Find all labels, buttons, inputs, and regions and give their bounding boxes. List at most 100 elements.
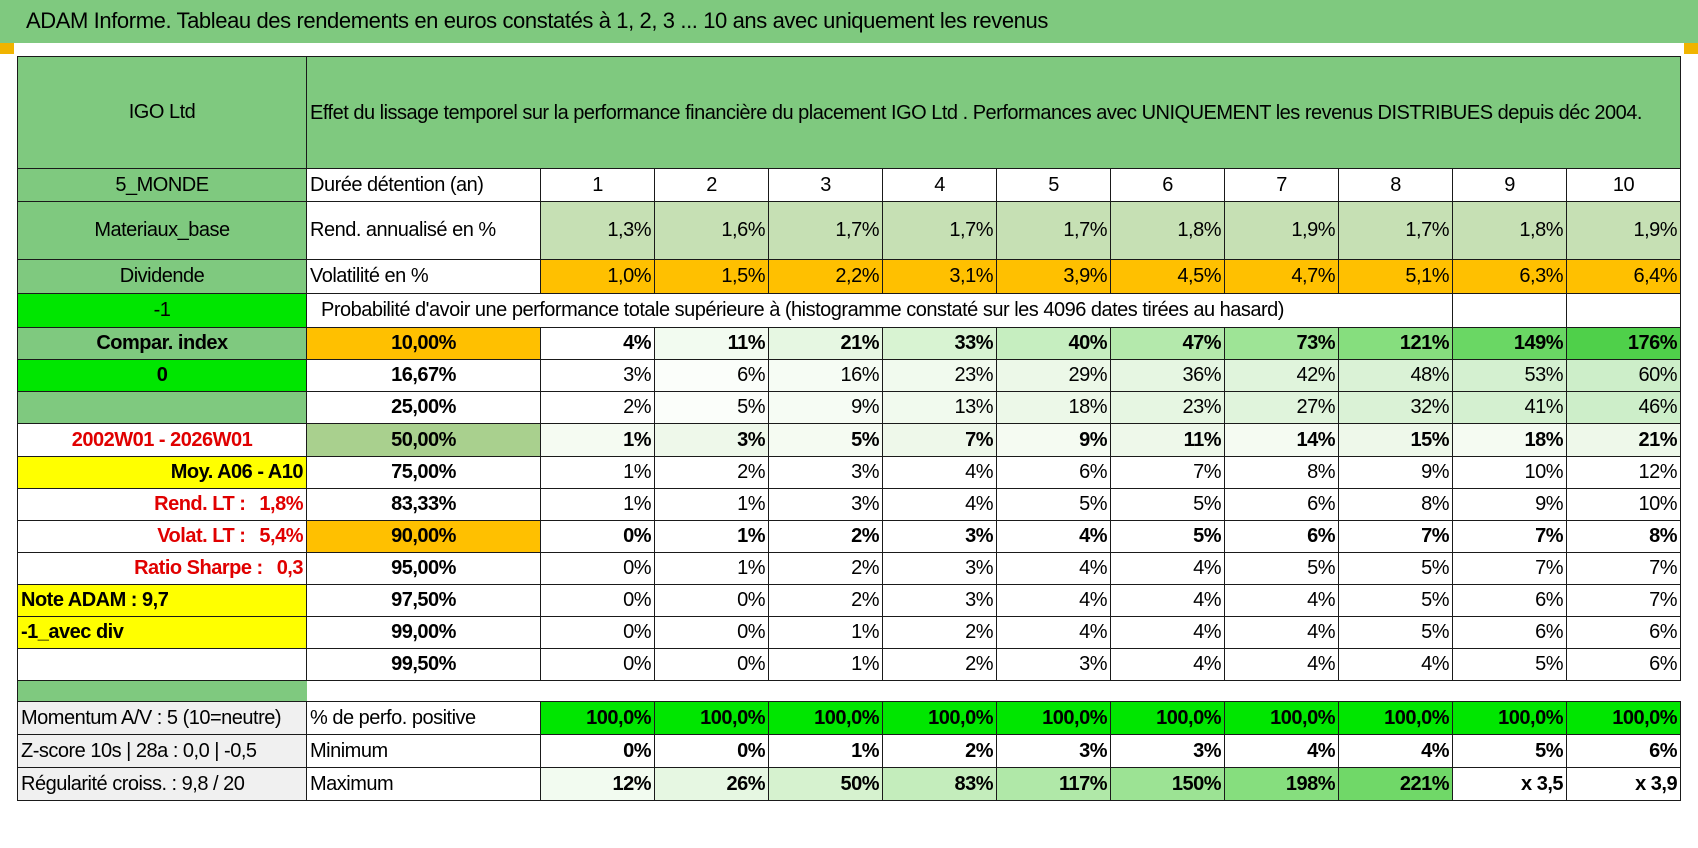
percentile-cell: 1% [654,552,769,585]
percentile-cell: 5% [1338,584,1453,617]
percentile-cell: 4% [996,520,1111,553]
percentile-cell: 8% [1224,456,1339,489]
rend-cell: 1,7% [768,201,883,260]
rend-cell: 1,9% [1224,201,1339,260]
percentile-cell: 48% [1338,359,1453,392]
percentile-cell: 3% [882,520,997,553]
percentile-cell: 4% [996,552,1111,585]
percentile-cell: 3% [768,488,883,521]
percentile-label: 75,00% [306,456,541,489]
percentile-cell: 18% [996,391,1111,424]
percentile-cell: 5% [1338,552,1453,585]
code-2: 0 [17,359,307,392]
vol-cell: 4,5% [1110,259,1225,294]
percentile-cell: 6% [1452,584,1567,617]
percentile-cell: 0% [540,520,655,553]
percentile-cell: 0% [540,616,655,649]
percentile-cell: 1% [768,616,883,649]
year-cell: 8 [1338,168,1453,202]
max-cell: 83% [882,767,997,801]
percentile-cell: 5% [1338,616,1453,649]
percentile-row: Ratio Sharpe :0,3 95,00% 0% 1% 2% 3% 4% 4% 5% 5% 7… [17,552,1682,585]
percentile-cell: 5% [1110,520,1225,553]
percentile-cell: 7% [1565,552,1682,585]
compar-index-label: Compar. index [17,327,307,360]
percentile-cell: 33% [882,327,997,360]
pos-cell: 100,0% [882,701,997,735]
duration-label: Durée détention (an) [306,168,541,202]
percentile-label: 95,00% [306,552,541,585]
sharpe-ratio-value: 0,3 [276,557,304,579]
percentile-label: 10,00% [306,327,541,360]
percentile-cell: 13% [882,391,997,424]
percentile-cell: 60% [1565,359,1682,392]
percentile-cell: 6% [1224,488,1339,521]
percentile-row: 0 16,67% 3% 6% 16% 23% 29% 36% 42% 48% 53% 60% [17,359,1682,392]
prob-header-row: -1 Probabilité d'avoir une performance t… [17,293,1682,328]
rend-cell: 1,7% [996,201,1111,260]
moy-label: Moy. A06 - A10 [17,456,307,489]
percentile-label: 99,50% [306,648,541,681]
percentile-cell: 53% [1452,359,1567,392]
percentile-cell: 15% [1338,423,1453,457]
percentile-cell: 4% [1110,616,1225,649]
pos-cell: 100,0% [1452,701,1567,735]
percentile-cell: 7% [1110,456,1225,489]
rend-cell: 1,9% [1565,201,1682,260]
percentile-cell: 1% [768,648,883,681]
rend-lt-label: Rend. LT : [154,493,246,515]
vol-cell: 5,1% [1338,259,1453,294]
pos-cell: 100,0% [1338,701,1453,735]
pos-left-label: Momentum A/V : 5 (10=neutre) [17,701,307,735]
percentile-cell: 9% [996,423,1111,457]
percentile-cell: 6% [1224,520,1339,553]
percentile-label: 16,67% [306,359,541,392]
percentile-cell: 14% [1224,423,1339,457]
percentile-cell: 0% [540,584,655,617]
vol-cell: 3,9% [996,259,1111,294]
percentile-cell: 6% [996,456,1111,489]
percentile-cell: 5% [768,423,883,457]
percentile-label: 90,00% [306,520,541,553]
percentile-label: 50,00% [306,423,541,457]
max-row: Régularité croiss. : 9,8 / 20 Maximum 12% 2… [17,767,1682,801]
pos-cell: 100,0% [654,701,769,735]
vol-row: Dividende Volatilité en % 1,0% 1,5% 2,2%… [17,259,1682,294]
empty-cell [17,648,307,681]
empty-cell [1565,293,1682,328]
note-adam: Note ADAM : 9,7 [17,584,307,617]
pos-cell: 100,0% [1224,701,1339,735]
sharpe-ratio-label: Ratio Sharpe : [134,557,263,579]
rend-cell: 1,7% [882,201,997,260]
percentile-cell: 7% [1565,584,1682,617]
type-label: Dividende [17,259,307,294]
vol-cell: 1,5% [654,259,769,294]
min-cell: 4% [1224,734,1339,768]
percentile-cell: 41% [1452,391,1567,424]
percentile-cell: 3% [882,584,997,617]
percentile-cell: 5% [1224,552,1339,585]
min-cell: 1% [768,734,883,768]
max-cell: 221% [1338,767,1453,801]
min-cell: 3% [1110,734,1225,768]
percentile-cell: 4% [996,616,1111,649]
pos-cell: 100,0% [1565,701,1682,735]
rend-cell: 1,8% [1110,201,1225,260]
vol-cell: 6,3% [1452,259,1567,294]
percentile-cell: 18% [1452,423,1567,457]
max-cell: x 3,9 [1565,767,1682,801]
percentile-cell: 47% [1110,327,1225,360]
percentile-cell: 2% [768,520,883,553]
max-cell: x 3,5 [1452,767,1567,801]
percentile-label: 25,00% [306,391,541,424]
rend-row: Materiaux_base Rend. annualisé en % 1,3%… [17,201,1682,260]
percentile-row: Volat. LT :5,4% 90,00% 0% 1% 2% 3% 4% 5% 6% 7% 7% 8… [17,520,1682,553]
min-left-label: Z-score 10s | 28a : 0,0 | -0,5 [17,734,307,768]
year-cell: 10 [1565,168,1682,202]
percentile-cell: 9% [768,391,883,424]
percentile-cell: 40% [996,327,1111,360]
spacer-green [17,680,307,702]
percentile-cell: 1% [540,456,655,489]
percentile-cell: 7% [882,423,997,457]
rend-lt-value: 1,8% [259,493,303,515]
